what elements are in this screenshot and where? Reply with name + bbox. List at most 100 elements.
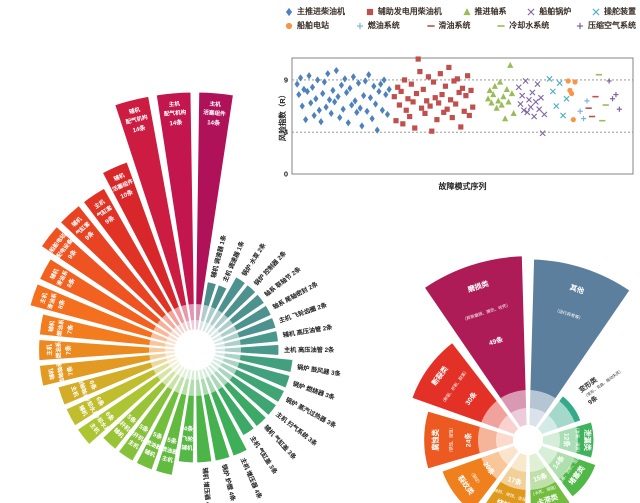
marker-square <box>442 83 449 89</box>
sector-label-text: 烧蚀类 <box>495 497 519 503</box>
marker-square <box>447 97 454 103</box>
marker-square <box>436 100 442 106</box>
marker-square <box>418 105 425 111</box>
plot-border <box>291 57 634 175</box>
petal-label-text: 主机 <box>46 344 54 356</box>
marker-x <box>517 100 524 107</box>
marker-triangle <box>500 93 507 100</box>
marker-square <box>425 74 431 80</box>
petal-label-text: 7条 <box>65 323 75 335</box>
marker-diamond <box>343 88 350 97</box>
legend-item-label: 燃油系统 <box>367 21 400 30</box>
legend-item-label: 压缩空气系统 <box>588 21 636 30</box>
marker-square <box>366 8 373 15</box>
x-axis-label: 故障模式序列 <box>439 181 487 191</box>
marker-square <box>437 71 443 77</box>
marker-square <box>398 88 404 95</box>
petal-label-text: 7条 <box>65 344 73 354</box>
petal-label-text: 辅机 高压油管 2条 <box>282 323 334 339</box>
series-辅助发电用柴油机 <box>391 56 476 134</box>
legend-item: 燃油系统 <box>355 20 400 31</box>
marker-x <box>560 112 567 119</box>
sector-label-inside: 腐蚀类 （锈蚀、腐蚀） 24条 <box>431 425 472 454</box>
sector-label-text: 24条 <box>463 433 472 448</box>
square-marker-icon <box>366 8 373 15</box>
marker-square <box>432 95 438 101</box>
marker-diamond <box>325 70 331 78</box>
legend-item-label: 推进轴系 <box>474 7 507 16</box>
y-axis-label: 风险指数（R） <box>277 91 287 141</box>
marker-square <box>395 84 401 90</box>
petal-label-text: 曲轴轴承 <box>55 360 67 384</box>
marker-plus <box>613 91 619 98</box>
marker-square <box>427 103 433 109</box>
series-燃油系统 <box>577 98 590 122</box>
series-推进轴系 <box>484 61 517 122</box>
marker-plus <box>584 98 590 104</box>
marker-x <box>553 103 560 110</box>
marker-triangle <box>495 97 502 104</box>
marker-square <box>420 86 426 92</box>
legend-item: 操舵装置 <box>591 6 636 17</box>
petal-label-outside: 锅炉 炉膛 4条 <box>220 463 237 502</box>
marker-x <box>563 95 570 102</box>
marker-square <box>403 107 409 113</box>
marker-circle <box>285 22 293 29</box>
marker-triangle <box>462 7 471 15</box>
petal-label-outside: 锅炉 燃烧器 3条 <box>292 380 337 402</box>
petal-label-text: 主机 增压器 4条 <box>239 456 264 500</box>
marker-x <box>539 130 546 137</box>
x-marker-icon <box>592 8 600 15</box>
petal-label-text: 4条 <box>183 424 194 433</box>
marker-plus <box>580 116 587 122</box>
marker-triangle <box>498 101 505 108</box>
sector-label-text: 其他 <box>569 283 586 296</box>
marker-diamond <box>374 126 380 134</box>
marker-square <box>454 76 460 82</box>
marker-diamond <box>379 106 385 114</box>
petal-label-text: 8条 <box>56 298 67 310</box>
petal-label-text: 主机 <box>38 291 49 305</box>
petal-label-text: 主机 <box>161 454 174 465</box>
petal-label-outside: 辅机 高压油管 2条 <box>282 323 334 339</box>
marker-square <box>456 89 462 96</box>
sector-label-text: 泄漏类 <box>583 429 592 451</box>
marker-square <box>393 118 399 124</box>
legend-item-label: 滑油系统 <box>438 21 471 30</box>
petal-label-text: 辅机 <box>181 443 193 452</box>
marker-plus <box>606 78 612 84</box>
marker-square <box>405 96 411 102</box>
sector-label-text: 卡滞类 <box>536 492 560 503</box>
legend-item-label: 船舶锅炉 <box>539 7 572 16</box>
petal-label-text: 喷油器 <box>160 444 179 456</box>
marker-square <box>396 102 403 108</box>
petal-label-text: 14条 <box>132 123 147 134</box>
marker-x <box>527 8 535 15</box>
marker-triangle <box>502 115 509 122</box>
marker-x <box>519 92 526 99</box>
marker-square <box>466 112 472 119</box>
marker-triangle <box>510 109 517 116</box>
marker-triangle <box>493 104 500 111</box>
legend-row-1: 主推进柴油机 辅助发电用柴油机 推进轴系 船舶锅炉 操舵装置 <box>284 6 636 17</box>
marker-square <box>444 106 450 112</box>
petal-label-text: 辅机 <box>128 105 141 116</box>
petal-label-text: 主机 <box>168 99 180 108</box>
legend-item: 推进轴系 <box>462 6 507 17</box>
dash-marker-icon <box>497 24 505 27</box>
marker-square <box>415 56 421 62</box>
marker-triangle <box>496 78 504 85</box>
marker-square <box>410 99 416 105</box>
marker-square <box>461 108 467 114</box>
circle-marker-icon <box>285 22 293 29</box>
legend-item-label: 船舶电站 <box>297 21 329 30</box>
y-tick-label: 4 <box>284 128 289 137</box>
marker-square <box>459 85 466 91</box>
legend-row-2: 船舶电站 燃油系统 滑油系统 冷却水系统 压缩空气系统 <box>284 20 636 31</box>
petal-label-inside: 辅机 曲轴轴承 7条 <box>47 360 75 384</box>
